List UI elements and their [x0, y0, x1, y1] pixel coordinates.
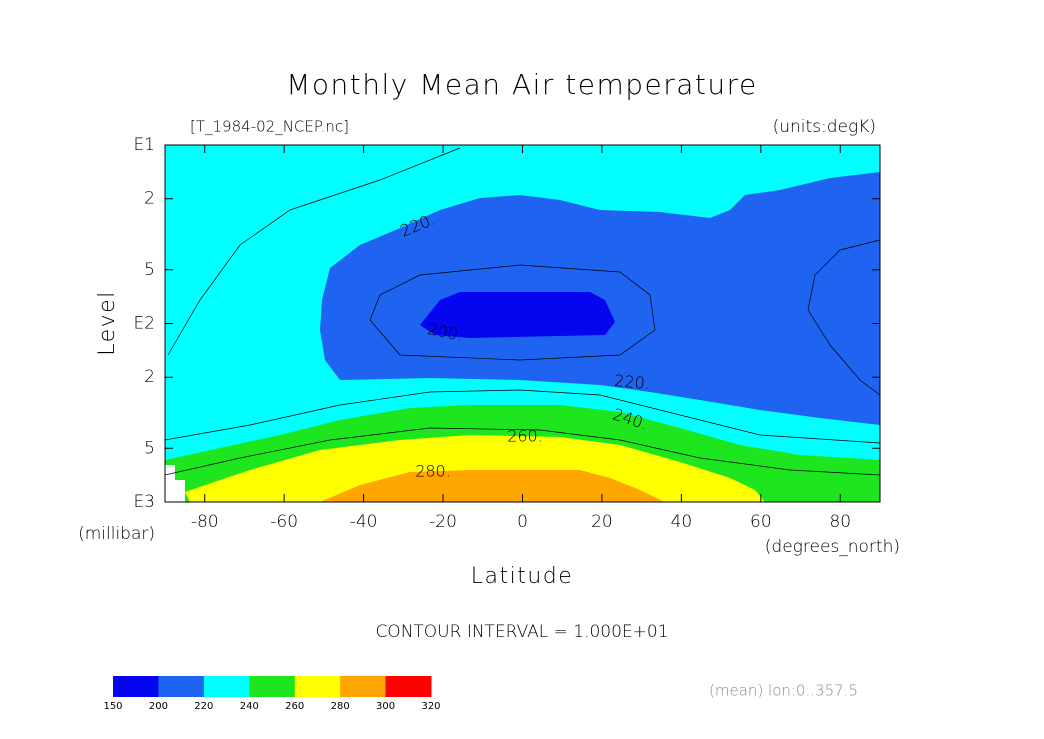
colorbar-label: 300	[376, 701, 395, 712]
contour-line	[167, 147, 461, 356]
x-tick-label: -20	[429, 512, 457, 532]
y-axis-label: Level	[95, 290, 120, 356]
y-tick-label: 2	[144, 189, 155, 209]
contour-region	[320, 470, 665, 502]
colorbar-label: 150	[103, 701, 122, 712]
contour-line	[807, 239, 881, 396]
colorbar-segment	[340, 676, 387, 697]
y-tick-label: E2	[133, 314, 155, 334]
x-tick-label: 80	[829, 512, 851, 532]
y-tick-label: E3	[133, 492, 155, 512]
contour-label: 260.	[507, 427, 543, 446]
colorbar-segment	[203, 676, 250, 697]
file-name: [T_1984-02_NCEP.nc]	[190, 118, 349, 136]
colorbar-label: 320	[421, 701, 440, 712]
colorbar-label: 280	[331, 701, 350, 712]
contour-interval: CONTOUR INTERVAL = 1.000E+01	[375, 622, 668, 642]
contour-region	[420, 292, 615, 338]
colorbar-label: 260	[285, 701, 304, 712]
mean-annotation: (mean) lon:0..357.5	[709, 682, 858, 700]
x-tick-label: -80	[191, 512, 219, 532]
contour-label: 280.	[415, 462, 451, 481]
units: (units:degK)	[773, 117, 876, 137]
colorbar-segment	[294, 676, 341, 697]
colorbar-segment	[249, 676, 296, 697]
contour-line	[164, 389, 881, 444]
x-tick-label: 0	[517, 512, 528, 532]
x-tick-label: -40	[350, 512, 378, 532]
y-tick-label: E1	[133, 135, 155, 155]
x-units: (degrees_north)	[765, 537, 900, 557]
x-tick-label: 20	[591, 512, 613, 532]
contour-line	[369, 264, 656, 361]
x-tick-label: -60	[270, 512, 298, 532]
colorbar-segment	[385, 676, 432, 697]
colorbar-label: 240	[240, 701, 259, 712]
y-units: (millibar)	[78, 524, 155, 544]
y-tick-label: 5	[144, 438, 155, 458]
chart-title: Monthly Mean Air temperature	[286, 68, 758, 101]
missing-data	[165, 465, 185, 502]
colorbar-label: 200	[149, 701, 168, 712]
colorbar-label: 220	[194, 701, 213, 712]
contour-line	[164, 427, 881, 476]
contour-label: 220.	[614, 371, 651, 393]
y-tick-label: 5	[144, 260, 155, 280]
y-tick-label: 2	[144, 367, 155, 387]
x-tick-label: 60	[750, 512, 772, 532]
colorbar-segment	[158, 676, 205, 697]
x-tick-label: 40	[671, 512, 693, 532]
x-axis-label: Latitude	[471, 564, 574, 589]
colorbar-segment	[113, 676, 159, 697]
